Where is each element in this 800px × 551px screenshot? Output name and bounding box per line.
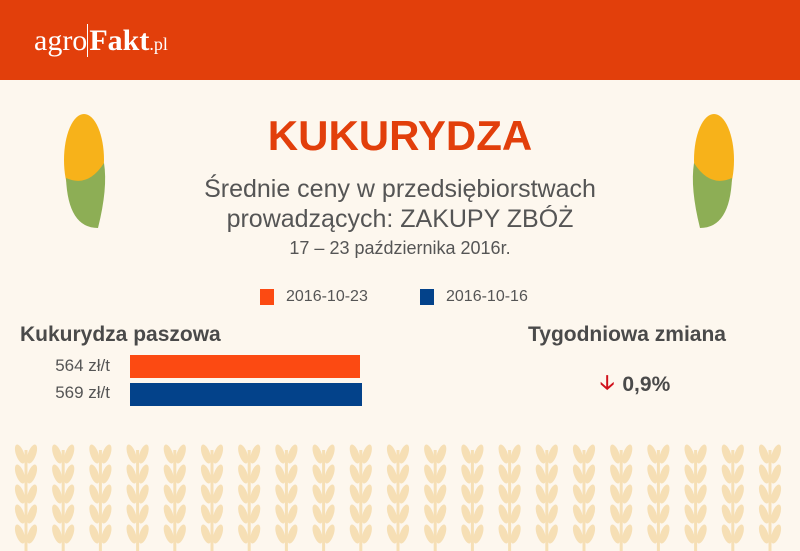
wheat-stalk-icon xyxy=(424,444,447,551)
logo-part: .pl xyxy=(149,34,168,54)
weekly-change: 🡣 0,9% xyxy=(600,368,670,402)
wheat-stalk-icon xyxy=(610,444,633,551)
wheat-stalk-icon xyxy=(14,444,38,551)
wheat-stalk-icon xyxy=(461,444,484,551)
bar-previous xyxy=(130,383,362,406)
page-title: KUKURYDZA xyxy=(267,112,533,159)
legend-swatch xyxy=(420,289,434,305)
logo-part: Fakt xyxy=(87,24,150,57)
corn-icon xyxy=(64,114,106,228)
bar-current xyxy=(130,355,360,378)
legend-item-current: 2016-10-23 xyxy=(260,288,368,306)
wheat-stalk-icon xyxy=(89,444,112,551)
wheat-stalk-icon xyxy=(758,444,782,551)
wheat-stalk-icon xyxy=(163,444,186,551)
change-heading: Tygodniowa zmiana xyxy=(528,323,726,346)
legend-label: 2016-10-16 xyxy=(446,288,528,305)
change-value: 0,9% xyxy=(622,373,671,396)
wheat-stalk-icon xyxy=(572,444,596,551)
header-bar: agroFakt.pl xyxy=(0,0,800,80)
wheat-stalk-icon xyxy=(200,444,224,551)
logo-part: agro xyxy=(34,24,88,57)
wheat-decoration xyxy=(14,444,782,551)
subtitle-line: Średnie ceny w przedsiębiorstwach xyxy=(204,175,596,203)
wheat-stalk-icon xyxy=(238,444,261,551)
category-heading: Kukurydza paszowa xyxy=(20,323,221,346)
bar-value-label: 564 zł/t xyxy=(55,356,110,375)
bar-value-label: 569 zł/t xyxy=(55,383,110,402)
legend-swatch xyxy=(260,289,274,305)
wheat-stalk-icon xyxy=(535,444,558,551)
subtitle-line: prowadzących: ZAKUPY ZBÓŻ xyxy=(226,205,574,233)
wheat-stalk-icon xyxy=(647,444,670,551)
down-arrow-icon: 🡣 xyxy=(600,372,615,394)
date-range: 17 – 23 października 2016r. xyxy=(289,238,511,258)
wheat-stalk-icon xyxy=(684,444,707,551)
wheat-stalk-icon xyxy=(349,444,372,551)
wheat-stalk-icon xyxy=(275,444,298,551)
legend-item-previous: 2016-10-16 xyxy=(420,288,528,306)
wheat-stalk-icon xyxy=(386,444,410,551)
wheat-stalk-icon xyxy=(52,444,75,551)
legend-label: 2016-10-23 xyxy=(286,288,368,305)
wheat-stalk-icon xyxy=(126,444,149,551)
logo[interactable]: agroFakt.pl xyxy=(34,24,168,58)
wheat-stalk-icon xyxy=(721,444,744,551)
subtitle: Średnie ceny w przedsiębiorstwach prowadz… xyxy=(0,174,800,234)
corn-icon xyxy=(692,114,734,228)
wheat-stalk-icon xyxy=(498,444,521,551)
wheat-stalk-icon xyxy=(312,444,335,551)
